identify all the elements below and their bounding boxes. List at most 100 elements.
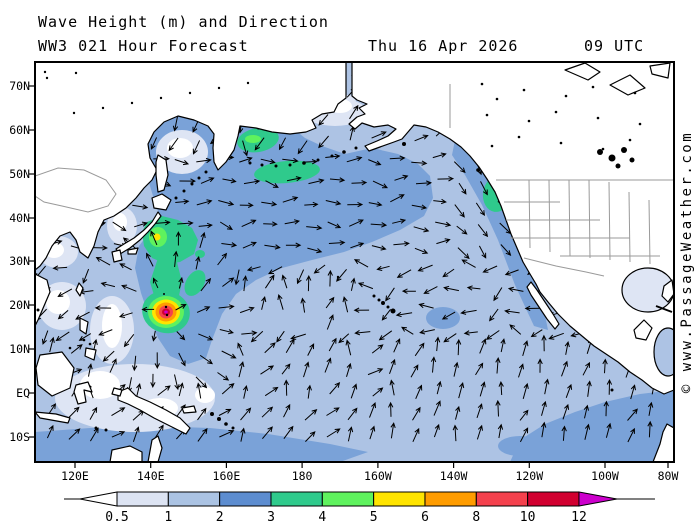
okhotsk-white-core [167,138,193,158]
latitude-label: 10N [9,342,30,356]
cyclone-ne-spur-3-4m [184,270,206,296]
north-america-landmass [348,62,674,395]
longitude-label: 180 [292,469,313,483]
colorbar-segment [167,491,221,507]
longitude-label: 120W [515,469,543,483]
sulawesi-island [73,381,93,405]
longitude-label: 120E [61,469,89,483]
political-borders [35,84,674,277]
longitude-label: 160E [213,469,241,483]
yucatan-peninsula [633,319,653,341]
tropical-2-3m-patch [498,436,542,456]
luzon-island [79,317,89,335]
latitude-label: EQ [16,386,30,400]
colorbar-tick-label: 3 [267,510,275,525]
kuril-3-4m-patch [254,160,320,184]
colorbar-segment [527,491,580,507]
equatorial-2-3m-patch [574,406,626,434]
asia-landmass [35,62,347,271]
cuba-island [655,305,673,313]
forecast-subtitle: WW3 021 Hour Forecast [38,37,249,55]
colorbar-segment [321,491,375,507]
florida-peninsula [661,279,674,303]
south-america-coast [652,423,674,462]
map-axes: 70N 60N 50N 40N 30N 20N 10N EQ 10S 120E 140E 160E 18… [9,79,678,483]
arctic-island-2 [609,74,646,96]
cyclone-north-plume-3-4m [150,258,182,302]
nw-pacific-2-3m-region [135,110,433,364]
latitude-label: 50N [9,167,30,181]
gulf-of-mexico [621,267,674,313]
new-britain-island [181,405,197,414]
colorbar-tick-label: 2 [216,510,224,525]
latitude-label: 30N [9,254,30,268]
tropical-cyclone-rings [142,290,190,334]
australia-north-coast [109,445,143,462]
shikoku-island [127,247,139,255]
forecast-time: 09 UTC [584,37,644,55]
us-mexico-border [523,257,605,277]
latitude-label: 70N [9,79,30,93]
chart-title: Wave Height (m) and Direction [38,13,329,31]
west-bering-4-5m-core [245,135,261,143]
colorbar-segment [116,491,169,507]
colorbar-segment [373,491,426,507]
us-state-borders [504,179,660,265]
borneo-island [35,351,75,397]
manchuria-border [35,167,117,213]
korea-vietnam-coast-strip [35,273,51,327]
longitude-label: 80W [658,469,679,483]
passageweather-watermark: © www.PassageWeather.com [679,131,695,393]
longitude-label: 140E [137,469,165,483]
colorbar-tick-label: 5 [370,510,378,525]
new-guinea-island [117,387,191,435]
colorbar-tick-label: 4 [318,510,326,525]
bismarck-sea-white-core [195,387,215,403]
wave-height-colorbar: 0.5 1 2 3 4 5 6 8 10 12 [64,491,655,525]
arctic-island-3 [649,62,671,79]
small-islands-and-lakes [36,70,642,432]
caribbean-sea [653,327,674,377]
colorbar-tick-label: 6 [421,510,429,525]
west-of-cyclone-white-band [102,304,122,348]
baja-california-peninsula [526,281,560,330]
longitude-label: 140W [440,469,468,483]
japan-5-6m-spot [153,233,161,241]
latitude-label: 10S [9,430,30,444]
cape-york-peninsula [147,435,163,462]
longitude-label: 100W [591,469,619,483]
south-china-sea-white-core [46,290,70,314]
java-island [35,411,71,424]
colorbar-tick-label: 12 [571,510,587,525]
atlantic-side-water [621,267,674,377]
colorbar-segment [270,491,323,507]
colorbar-segment [219,491,272,507]
colorbar-tick-label: 0.5 [105,510,128,525]
sakhalin-island [155,154,169,193]
small-green-patch [195,250,205,258]
hokkaido-island [151,193,172,211]
taiwan-island [75,282,84,297]
colorbar-overflow-arrow [578,491,618,507]
colorbar-segment [424,491,477,507]
colorbar-tick-label: 10 [520,510,536,525]
title-block: Wave Height (m) and Direction WW3 021 Ho… [38,13,644,55]
latitude-label: 60N [9,123,30,137]
colorbar-segment [475,491,529,507]
longitude-label: 160W [364,469,392,483]
arctic-island-1 [564,62,601,81]
map-frame [34,61,675,463]
kyushu-island [111,249,123,263]
colorbar-tick-label: 8 [472,510,480,525]
cyclone-over-12m-core [164,310,168,314]
latitude-label: 20N [9,298,30,312]
california-2-3m-region [452,140,548,330]
colorbar-tick-label: 1 [164,510,172,525]
latitude-label: 40N [9,211,30,225]
mindanao-island [84,347,97,361]
birds-head-peninsula [111,387,123,397]
colorbar-underflow-arrow [79,491,118,507]
landmasses [35,62,674,462]
